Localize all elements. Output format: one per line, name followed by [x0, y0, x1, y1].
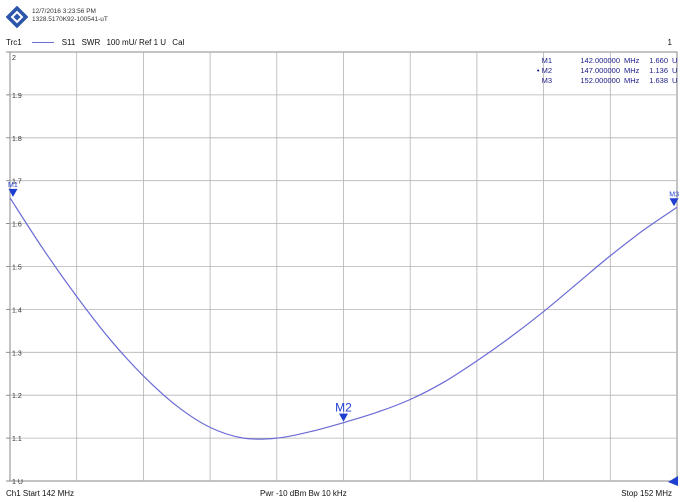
marker-label: M2	[335, 401, 352, 415]
footer-stop[interactable]: Stop 152 MHz	[621, 489, 672, 498]
rohde-schwarz-logo-icon	[6, 6, 28, 28]
y-tick-label: 1.6	[12, 222, 22, 229]
y-tick-label: 1 U	[12, 479, 23, 486]
chart-grid	[6, 51, 678, 482]
marker-triangle-icon	[339, 413, 348, 422]
marker-label: M3	[669, 191, 679, 198]
marker-name: • M2	[536, 66, 552, 75]
marker-m1: M1	[8, 182, 18, 197]
trace-color-swatch	[31, 42, 54, 44]
channel-number: 1	[667, 38, 672, 47]
marker-value: 1.638	[649, 76, 668, 85]
y-tick-label: 1.9	[12, 93, 22, 100]
marker-freq-unit: MHz	[624, 66, 640, 75]
marker-m3: M3	[669, 191, 679, 207]
marker-freq: 147.000000	[580, 66, 620, 75]
marker-freq: 152.000000	[580, 76, 620, 85]
marker-row-m2[interactable]: • M2 147.000000 MHz 1.136 U	[536, 66, 678, 76]
trace-info-row: Trc1 S11 SWR 100 mU/ Ref 1 U Cal	[6, 38, 188, 47]
active-marker-dot-icon: •	[536, 66, 542, 75]
y-tick-label: 1.2	[12, 393, 22, 400]
marker-unit: U	[672, 76, 678, 85]
marker-name: M3	[541, 76, 552, 85]
footer-pwr-bw[interactable]: Pwr -10 dBm Bw 10 kHz	[260, 489, 347, 498]
marker-row-m3[interactable]: M3 152.000000 MHz 1.638 U	[536, 76, 678, 86]
marker-table: M1 142.000000 MHz 1.660 U • M2 147.000000 MHz 1…	[536, 56, 678, 86]
trace-scale[interactable]: 100 mU/ Ref 1 U	[106, 38, 167, 47]
timestamp: 12/7/2016 3:23:56 PM	[32, 8, 96, 15]
header-bar: 12/7/2016 3:23:56 PM 1328.5170K92-100541…	[0, 0, 681, 28]
marker-row-m1[interactable]: M1 142.000000 MHz 1.660 U	[536, 56, 678, 66]
footer-start[interactable]: Ch1 Start 142 MHz	[6, 489, 75, 498]
marker-freq: 142.000000	[580, 56, 620, 65]
trace-label[interactable]: Trc1	[6, 38, 22, 47]
trace-line-trc1	[9, 197, 678, 440]
marker-unit: U	[672, 56, 678, 65]
marker-triangle-icon	[669, 198, 679, 207]
y-tick-label: 1.7	[12, 179, 22, 186]
y-tick-label: 1.4	[12, 307, 22, 314]
y-tick-label: 1.5	[12, 265, 22, 272]
marker-m2: M2	[335, 401, 352, 422]
trace-format[interactable]: SWR	[81, 38, 101, 47]
marker-name: M1	[541, 56, 552, 65]
marker-glyphs: M1 M2 M3	[8, 182, 679, 486]
y-tick-label: 1.1	[12, 436, 22, 443]
y-tick-label: 2	[12, 55, 16, 62]
trace-param[interactable]: S11	[61, 38, 76, 47]
timestamp-block: 12/7/2016 3:23:56 PM 1328.5170K92-100541…	[32, 8, 108, 24]
marker-unit: U	[672, 66, 678, 75]
marker-value: 1.136	[649, 66, 668, 75]
marker-freq-unit: MHz	[624, 56, 640, 65]
y-tick-label: 1.8	[12, 136, 22, 143]
marker-label: M1	[8, 182, 18, 189]
marker-triangle-icon	[8, 188, 18, 197]
y-tick-label: 1.3	[12, 350, 22, 357]
y-tick-labels: 1 U 1.1 1.2 1.3 1.4 1.5 1.6 1.7 1.8 1.9 2	[12, 55, 23, 486]
marker-value: 1.660	[649, 56, 668, 65]
trace-cal[interactable]: Cal	[172, 38, 185, 47]
instrument-id: 1328.5170K92-100541-uT	[32, 16, 108, 23]
reference-level-arrow-icon	[668, 476, 678, 486]
marker-freq-unit: MHz	[624, 76, 640, 85]
